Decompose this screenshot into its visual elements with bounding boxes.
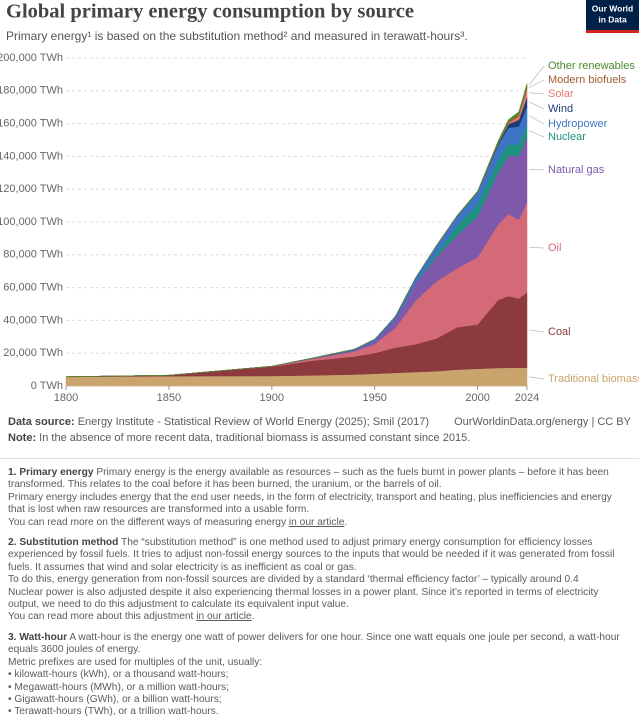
footnote-text: To do this, energy generation from non-f… <box>8 574 579 586</box>
source-url[interactable]: OurWorldinData.org/energy | CC BY <box>454 416 631 428</box>
note-label: Note: <box>8 432 37 444</box>
legend-connector <box>528 92 545 95</box>
legend-label: Coal <box>548 326 571 338</box>
footnote: 3. Watt-hour A watt-hour is the energy o… <box>8 632 631 719</box>
legend-connector <box>528 79 545 88</box>
y-tick-label: 140,000 TWh <box>0 150 63 162</box>
y-tick-label: 200,000 TWh <box>0 52 63 64</box>
x-tick-label: 2000 <box>465 392 489 404</box>
footnote-paragraph: 1. Primary energy Primary energy is the … <box>8 467 631 492</box>
footnotes: 1. Primary energy Primary energy is the … <box>0 458 639 727</box>
footnote-bullet: kilowatt-hours (kWh), or a thousand watt… <box>8 669 631 681</box>
legend-label: Wind <box>548 103 573 115</box>
footnote-bullet: Megawatt-hours (MWh), or a million watt-… <box>8 682 631 694</box>
footnote-title: 2. Substitution method <box>8 537 119 549</box>
x-tick-label: 2024 <box>515 392 539 404</box>
footnote-title: 1. Primary energy <box>8 467 94 478</box>
y-tick-label: 120,000 TWh <box>0 183 63 195</box>
chart-title: Global primary energy consumption by sou… <box>6 1 414 23</box>
footnote-bullet: Gigawatt-hours (GWh), or a billion watt-… <box>8 694 631 706</box>
footnote-link[interactable]: in our article <box>196 611 252 623</box>
logo-text: Our World <box>592 3 633 13</box>
footnote-paragraph: Nuclear power is also adjusted despite i… <box>8 587 631 612</box>
footnote: 1. Primary energy Primary energy is the … <box>8 467 631 529</box>
legend-connector <box>528 246 545 249</box>
legend-connector <box>528 101 545 110</box>
footnote-paragraph: 2. Substitution method The “substitution… <box>8 537 631 574</box>
logo-text: in Data <box>598 14 627 24</box>
legend-connector <box>528 169 545 171</box>
y-tick-label: 180,000 TWh <box>0 85 63 97</box>
chart-subtitle: Primary energy¹ is based on the substitu… <box>6 29 468 43</box>
x-tick-label: 1950 <box>362 392 386 404</box>
legend-label: Traditional biomass <box>548 373 639 385</box>
y-tick-label: 80,000 TWh <box>3 249 63 261</box>
y-tick-label: 20,000 TWh <box>3 347 63 359</box>
legend-label: Other renewables <box>548 60 635 72</box>
page: Global primary energy consumption by sou… <box>0 0 639 700</box>
logo-box <box>586 0 639 32</box>
source-block: Data source: Energy Institute - Statisti… <box>8 414 631 446</box>
footnote-text: You can read more about this adjustment <box>8 611 194 623</box>
x-tick-label: 1900 <box>260 392 284 404</box>
legend-connector <box>528 130 545 138</box>
footnote-paragraph: Metric prefixes are used for multiples o… <box>8 657 631 669</box>
footnote: 2. Substitution method The “substitution… <box>8 537 631 624</box>
legend-label: Hydropower <box>548 118 608 130</box>
x-tick-label: 1800 <box>54 392 78 404</box>
y-tick-label: 60,000 TWh <box>3 282 63 294</box>
footnote-link[interactable]: in our article <box>288 516 345 528</box>
footnote-paragraph: You can read more about this adjustment … <box>8 611 631 623</box>
y-tick-label: 100,000 TWh <box>0 216 63 228</box>
footnote-paragraph: Primary energy includes energy that the … <box>8 492 631 517</box>
source-label: Data source: <box>8 416 75 428</box>
footnote-text: The “substitution method” is one method … <box>8 537 615 573</box>
footnote-paragraph: You can read more on the different ways … <box>8 517 631 529</box>
footnote-text: Primary energy is the energy available a… <box>8 467 609 491</box>
logo[interactable]: Our World in Data <box>586 0 639 33</box>
legend-connector <box>528 376 545 380</box>
footnote-text: Primary energy includes energy that the … <box>8 491 612 516</box>
footnote-title: 3. Watt-hour <box>8 631 68 643</box>
legend-label: Oil <box>548 242 561 254</box>
legend-label: Natural gas <box>548 164 605 176</box>
note-text: In the absence of more recent data, trad… <box>39 432 471 444</box>
legend-label: Modern biofuels <box>548 74 627 86</box>
footnote-text: A watt-hour is the energy one watt of po… <box>8 631 620 656</box>
footnote-bullet: Terawatt-hours (TWh), or a trillion watt… <box>8 706 631 718</box>
logo-stripe <box>586 30 639 33</box>
footnote-text: You can read more on the different ways … <box>8 516 287 528</box>
footnote-paragraph: 3. Watt-hour A watt-hour is the energy o… <box>8 632 631 657</box>
x-tick-label: 1850 <box>157 392 181 404</box>
source-text: Energy Institute - Statistical Review of… <box>77 416 430 428</box>
footnote-list: kilowatt-hours (kWh), or a thousand watt… <box>8 669 631 719</box>
legend-connector <box>528 329 545 333</box>
area <box>65 83 528 377</box>
chart: Global primary energy consumption by sou… <box>0 0 639 404</box>
legend-label: Solar <box>548 88 574 100</box>
footnote-text: Nuclear power is also adjusted despite i… <box>8 586 599 611</box>
footnote-text: . <box>344 516 348 528</box>
footnote-paragraph: To do this, energy generation from non-f… <box>8 574 631 586</box>
legend-label: Nuclear <box>548 131 586 143</box>
y-tick-label: 40,000 TWh <box>3 314 63 326</box>
footnote-text: Metric prefixes are used for multiples o… <box>8 656 263 668</box>
legend-connector <box>528 65 545 86</box>
y-tick-label: 0 TWh <box>31 380 63 392</box>
legend-connector <box>528 115 545 125</box>
footnote-text: . <box>251 611 255 623</box>
y-tick-label: 160,000 TWh <box>0 118 63 130</box>
